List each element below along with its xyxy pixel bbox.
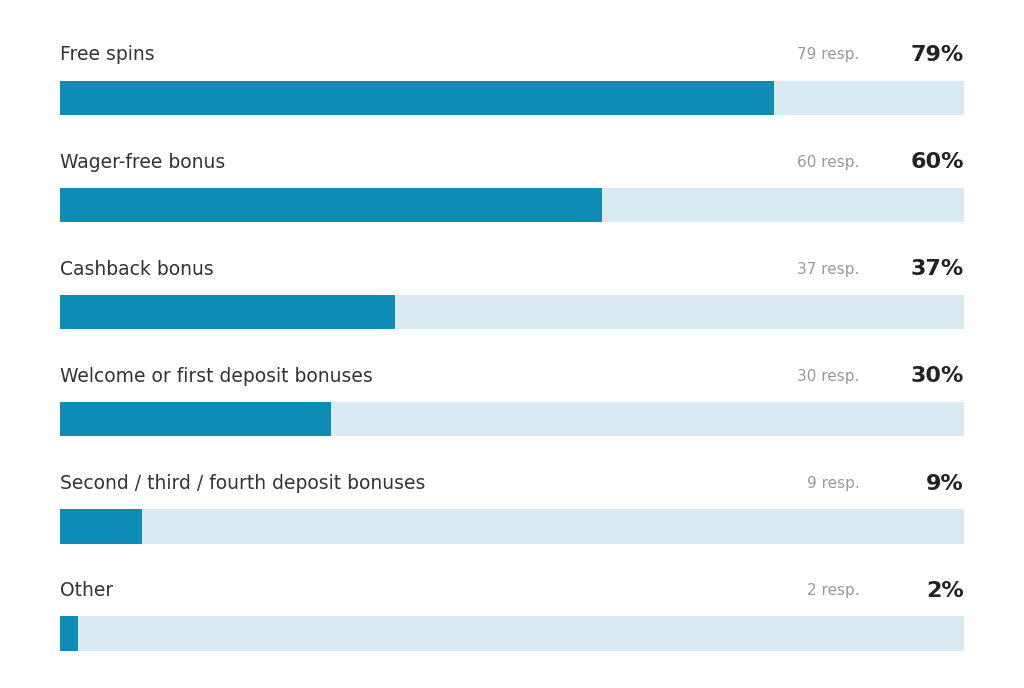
Bar <box>60 616 78 651</box>
Text: 9%: 9% <box>926 473 964 493</box>
Text: 30 resp.: 30 resp. <box>798 369 860 384</box>
Text: 9 resp.: 9 resp. <box>807 476 860 491</box>
Bar <box>60 295 394 330</box>
Bar <box>60 80 774 115</box>
Bar <box>60 80 964 115</box>
Bar <box>60 295 964 330</box>
Bar <box>60 188 964 222</box>
Bar <box>60 616 964 651</box>
Text: 2%: 2% <box>926 581 964 601</box>
Text: 79%: 79% <box>910 45 964 65</box>
Text: Cashback bonus: Cashback bonus <box>60 260 214 279</box>
Bar <box>60 509 964 544</box>
Text: Other: Other <box>60 581 114 600</box>
Text: Welcome or first deposit bonuses: Welcome or first deposit bonuses <box>60 367 373 386</box>
Text: 30%: 30% <box>910 367 964 387</box>
Text: 37 resp.: 37 resp. <box>798 261 860 277</box>
Bar <box>60 188 602 222</box>
Text: Wager-free bonus: Wager-free bonus <box>60 153 225 171</box>
Text: 2 resp.: 2 resp. <box>807 583 860 598</box>
Text: 60 resp.: 60 resp. <box>798 155 860 169</box>
Bar <box>60 402 332 436</box>
Bar <box>60 402 964 436</box>
Text: Second / third / fourth deposit bonuses: Second / third / fourth deposit bonuses <box>60 474 426 493</box>
Text: 79 resp.: 79 resp. <box>798 47 860 63</box>
Text: 60%: 60% <box>910 152 964 172</box>
Text: 37%: 37% <box>910 259 964 279</box>
Text: Free spins: Free spins <box>60 45 155 65</box>
Bar <box>60 509 141 544</box>
